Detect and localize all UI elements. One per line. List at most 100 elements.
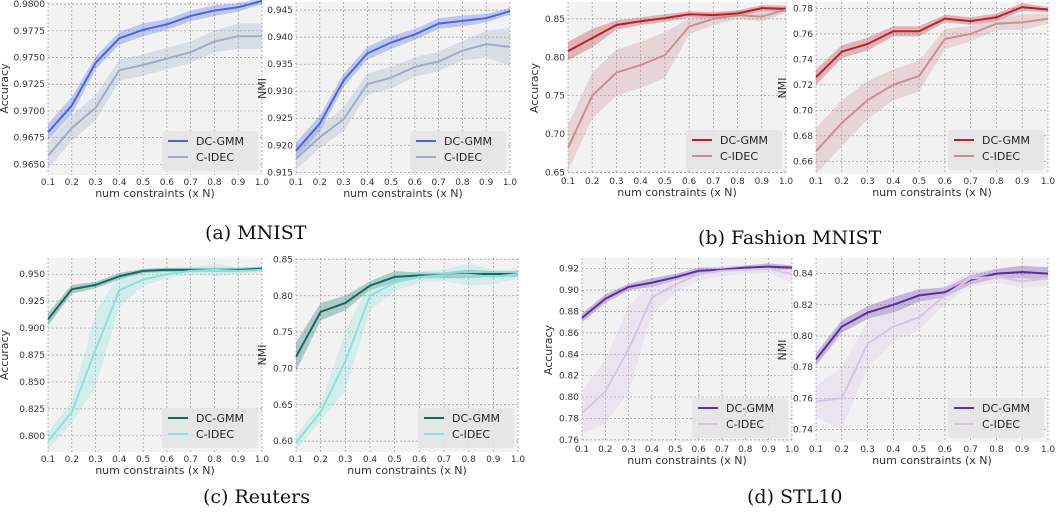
- confidence-band-c-idec: [48, 23, 262, 169]
- x-axis-label: num constraints (x N): [347, 464, 467, 477]
- x-tick-label: 0.1: [561, 177, 575, 187]
- x-tick-label: 0.4: [886, 177, 901, 187]
- y-tick-label: 0.84: [793, 270, 813, 280]
- y-tick-label: 0.900: [19, 324, 45, 334]
- x-tick-label: 0.1: [289, 178, 303, 188]
- y-tick-label: 0.85: [545, 15, 565, 25]
- x-tick-label: 0.7: [184, 455, 198, 465]
- x-tick-label: 1.0: [785, 445, 800, 455]
- y-tick-label: 0.92: [559, 265, 579, 275]
- y-tick-label: 0.9700: [14, 107, 46, 117]
- y-tick-label: 0.925: [267, 114, 293, 124]
- y-tick-label: 0.9800: [14, 0, 46, 10]
- x-tick-label: 0.4: [634, 177, 649, 187]
- x-tick-label: 0.4: [363, 455, 378, 465]
- x-tick-label: 0.7: [706, 177, 720, 187]
- caption-reuters: (c) Reuters: [203, 486, 311, 508]
- y-tick-label: 0.82: [793, 301, 813, 311]
- y-tick-label: 0.65: [273, 401, 293, 411]
- series-line-dc-gmm: [567, 7, 787, 52]
- legend-entry: C-IDEC: [982, 418, 1020, 431]
- x-tick-label: 0.9: [231, 178, 246, 188]
- confidence-band-c-idec: [816, 13, 1048, 174]
- y-tick-label: 0.9650: [14, 160, 46, 170]
- x-tick-label: 0.6: [408, 178, 423, 188]
- x-tick-label: 0.4: [112, 178, 127, 188]
- x-tick-label: 0.7: [715, 445, 729, 455]
- confidence-band-c-idec: [582, 264, 792, 435]
- legend-entry: C-IDEC: [452, 428, 490, 441]
- legend: DC-GMM C-IDEC: [692, 398, 788, 438]
- y-tick-label: 0.76: [793, 30, 813, 40]
- y-axis-label: NMI: [256, 78, 269, 99]
- y-tick-label: 0.930: [267, 87, 293, 97]
- x-tick-label: 0.7: [964, 445, 978, 455]
- legend: DC-GMM C-IDEC: [948, 130, 1044, 170]
- legend: DC-GMM C-IDEC: [410, 131, 506, 171]
- y-tick-label: 0.875: [19, 351, 45, 361]
- x-axis-label: num constraints (x N): [872, 454, 992, 467]
- x-tick-label: 0.7: [437, 455, 451, 465]
- x-tick-label: 0.3: [860, 177, 874, 187]
- confidence-band-c-idec: [48, 263, 262, 450]
- y-tick-label: 0.800: [19, 432, 45, 442]
- confidence-band-dc-gmm: [296, 269, 518, 372]
- x-axis-label: num constraints (x N): [617, 186, 737, 199]
- x-axis-label: num constraints (x N): [627, 454, 747, 467]
- legend-entry: C-IDEC: [196, 428, 234, 441]
- x-tick-label: 0.1: [809, 445, 823, 455]
- legend-entry: C-IDEC: [720, 150, 758, 163]
- legend-entry: DC-GMM: [444, 135, 492, 148]
- x-axis-label: num constraints (x N): [95, 187, 215, 200]
- chart-panel-2: 0.1 0.2 0.3 0.4 0.5 0.6 0.7 0.8 0.9 1.00.9150.920…: [256, 2, 517, 200]
- y-tick-label: 0.950: [19, 270, 45, 280]
- y-tick-label: 0.88: [559, 307, 579, 317]
- y-tick-label: 0.74: [793, 426, 813, 436]
- x-tick-label: 0.8: [989, 445, 1004, 455]
- x-tick-label: 0.2: [313, 178, 327, 188]
- y-tick-label: 0.925: [19, 297, 45, 307]
- x-tick-label: 0.8: [207, 178, 222, 188]
- x-tick-label: 0.9: [231, 455, 246, 465]
- x-tick-label: 0.3: [622, 445, 636, 455]
- series-line-dc-gmm: [295, 10, 511, 152]
- series-line-c-idec: [295, 273, 519, 444]
- y-tick-label: 0.850: [19, 378, 45, 388]
- x-tick-label: 0.8: [989, 177, 1004, 187]
- y-tick-label: 0.78: [559, 414, 579, 424]
- legend-entry: DC-GMM: [720, 134, 768, 147]
- y-tick-label: 0.940: [267, 33, 293, 43]
- x-tick-label: 0.2: [585, 177, 599, 187]
- y-tick-label: 0.9675: [14, 134, 46, 144]
- x-tick-label: 0.4: [645, 445, 660, 455]
- y-tick-label: 0.68: [793, 132, 813, 142]
- x-axis-label: num constraints (x N): [872, 186, 992, 199]
- y-axis-label: Accuracy: [528, 62, 541, 113]
- y-tick-label: 0.78: [793, 363, 813, 373]
- series-line-c-idec: [295, 43, 511, 160]
- x-tick-label: 0.5: [136, 178, 150, 188]
- x-tick-label: 0.1: [809, 177, 823, 187]
- legend-entry: C-IDEC: [196, 151, 234, 164]
- x-tick-label: 1.0: [255, 455, 270, 465]
- series-line-dc-gmm: [815, 6, 1049, 78]
- x-tick-label: 0.4: [360, 178, 375, 188]
- series-line-c-idec: [815, 275, 1049, 403]
- confidence-band-c-idec: [296, 263, 518, 450]
- legend-entry: DC-GMM: [196, 412, 244, 425]
- x-tick-label: 0.6: [160, 178, 175, 188]
- x-tick-label: 0.9: [486, 455, 501, 465]
- caption-fashion-mnist: (b) Fashion MNIST: [698, 227, 882, 249]
- x-tick-label: 1.0: [511, 455, 526, 465]
- x-tick-label: 0.8: [462, 455, 477, 465]
- x-tick-label: 1.0: [255, 178, 270, 188]
- x-tick-label: 0.3: [860, 445, 874, 455]
- y-tick-label: 0.935: [267, 60, 293, 70]
- y-tick-label: 0.76: [559, 436, 579, 446]
- chart-panel-5: 0.1 0.2 0.3 0.4 0.5 0.6 0.7 0.8 0.9 1.0 0.800 0.825…: [0, 258, 269, 477]
- x-tick-label: 0.8: [207, 455, 222, 465]
- y-tick-label: 0.70: [545, 130, 565, 140]
- legend-entry: DC-GMM: [982, 402, 1030, 415]
- confidence-band-dc-gmm: [816, 3, 1048, 85]
- y-tick-label: 0.9775: [14, 27, 46, 37]
